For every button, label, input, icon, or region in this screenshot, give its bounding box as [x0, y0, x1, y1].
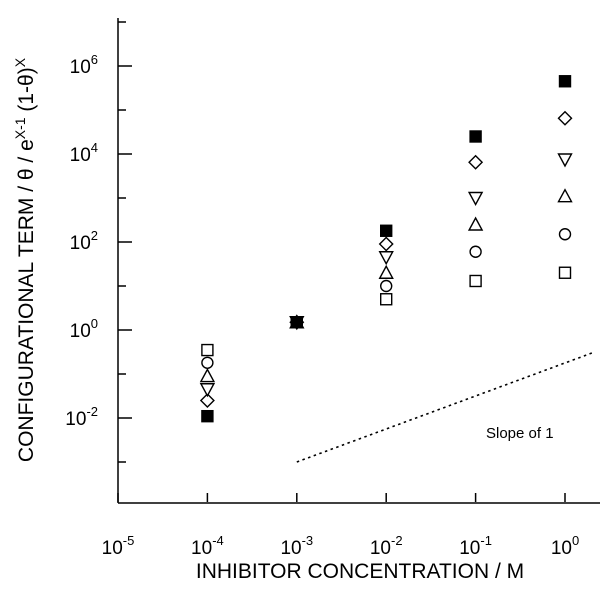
data-point-open-triangle-up	[557, 188, 573, 203]
ticks	[117, 21, 566, 502]
slope-annotation: Slope of 1	[486, 425, 554, 442]
data-point-open-diamond	[199, 393, 215, 408]
data-point-open-square	[380, 293, 393, 306]
x-tick-label: 10-3	[280, 533, 313, 559]
slope-reference-line	[296, 352, 593, 463]
data-point-open-square	[201, 343, 214, 357]
x-tick-label: 10-5	[102, 533, 135, 559]
data-markers	[199, 75, 573, 423]
x-tick-label: 10-4	[191, 533, 224, 559]
tick-labels: 10-5 10-4 10-3 10-2 10-1 100 10-2 100 102 104 106	[65, 52, 579, 559]
y-axis-title-sup2: X	[12, 57, 28, 67]
data-point-open-triangle-down	[199, 383, 216, 398]
data-point-open-circle	[469, 245, 482, 258]
data-point-filled-square	[380, 224, 393, 237]
data-point-filled-square	[469, 130, 482, 143]
y-axis-title-part2: (1-θ)	[15, 67, 38, 117]
data-point-filled-square	[201, 409, 214, 423]
data-point-open-triangle-down	[557, 153, 573, 168]
y-tick-label: 10-2	[65, 404, 98, 430]
x-tick-label: 10-1	[459, 533, 492, 559]
data-point-open-diamond	[557, 110, 573, 126]
x-axis-title: INHIBITOR CONCENTRATION / M	[196, 560, 524, 583]
y-tick-label: 102	[70, 228, 98, 254]
data-point-open-circle	[558, 228, 572, 241]
data-point-open-triangle-down	[378, 251, 394, 266]
data-point-open-square	[469, 274, 482, 288]
data-point-open-triangle-down	[467, 191, 484, 206]
data-point-filled-square	[290, 316, 303, 329]
data-point-open-circle	[201, 356, 214, 369]
data-point-open-square	[558, 266, 572, 279]
y-tick-label: 100	[70, 316, 98, 342]
reference-line-group	[296, 352, 593, 463]
data-point-open-triangle-up	[378, 264, 394, 279]
data-point-filled-square	[558, 75, 572, 88]
y-tick-label: 104	[70, 140, 98, 166]
y-axis-title-sup1: X-1	[12, 117, 28, 139]
data-point-open-triangle-up	[467, 216, 484, 231]
data-point-open-diamond	[378, 236, 394, 252]
y-axis-title: CONFIGURATIONAL TERM / θ / eX-1 (1-θ)X	[12, 57, 38, 462]
y-axis-title-part1: CONFIGURATIONAL TERM / θ / e	[15, 139, 38, 462]
data-point-open-diamond	[468, 154, 484, 170]
y-tick-label: 106	[70, 52, 98, 78]
data-point-open-triangle-up	[199, 368, 216, 383]
data-point-open-circle	[380, 279, 393, 293]
x-tick-label: 100	[551, 533, 579, 559]
x-tick-label: 10-2	[370, 533, 403, 559]
axes	[117, 18, 600, 504]
